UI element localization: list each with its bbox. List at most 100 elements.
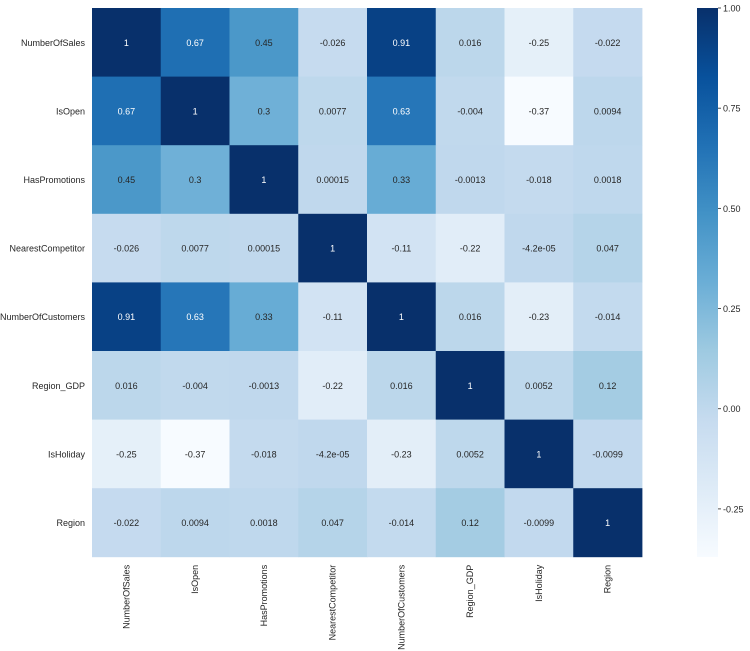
colorbar-tick-label: 0.50 (723, 204, 741, 214)
heatmap-cell (229, 351, 299, 420)
cell-value-label: 0.33 (393, 175, 411, 185)
cell-value-label: -0.22 (460, 244, 481, 254)
colorbar-tick-label: 0.25 (723, 304, 741, 314)
heatmap-cells: 1 0.67 0.45 -0.026 0.91 0.016 -0.25 -0.022 0.67 1… (92, 8, 643, 558)
cell-value-label: -0.014 (389, 518, 415, 528)
row-label: IsOpen (56, 106, 85, 116)
heatmap-cell (367, 76, 437, 146)
heatmap-cell (160, 145, 230, 215)
heatmap-cell (573, 488, 643, 558)
heatmap-cell (435, 488, 505, 558)
heatmap-cell (298, 351, 368, 420)
heatmap-cell (160, 351, 230, 420)
colorbar-tick-label: -0.25 (723, 504, 744, 514)
heatmap-cell (367, 213, 437, 283)
row-label: NearestCompetitor (9, 244, 85, 254)
heatmap-cell (229, 419, 299, 489)
column-label: NearestCompetitor (328, 565, 338, 641)
heatmap-cell (160, 282, 230, 352)
heatmap-cell (435, 8, 505, 77)
cell-value-label: -0.25 (116, 449, 137, 459)
heatmap-cell (92, 76, 162, 146)
heatmap-cell (160, 419, 230, 489)
colorbar: 1.00 0.75 0.50 0.25 0.00 -0.25 (697, 4, 744, 557)
colorbar-tick-label: 1.00 (723, 4, 741, 14)
cell-value-label: -0.0013 (249, 381, 280, 391)
cell-value-label: 1 (193, 106, 198, 116)
heatmap-cell (573, 351, 643, 420)
column-label: IsHoliday (534, 564, 544, 602)
heatmap-cell (573, 145, 643, 215)
column-labels: NumberOfSales IsOpen HasPromotions NearestC… (121, 564, 612, 650)
heatmap-cell (92, 419, 162, 489)
heatmap-cell (160, 76, 230, 146)
heatmap-cell (298, 145, 368, 215)
heatmap-cell (573, 76, 643, 146)
cell-value-label: 0.00015 (316, 175, 349, 185)
cell-value-label: -0.11 (323, 312, 343, 322)
cell-value-label: 0.0052 (456, 449, 484, 459)
heatmap-cell (298, 213, 368, 283)
cell-value-label: 0.45 (255, 38, 273, 48)
column-label: NumberOfCustomers (396, 564, 406, 650)
heatmap-cell (435, 213, 505, 283)
heatmap-cell (92, 213, 162, 283)
heatmap-cell (435, 145, 505, 215)
heatmap-cell (298, 488, 368, 558)
heatmap-cell (504, 488, 574, 558)
cell-value-label: -4.2e-05 (316, 449, 350, 459)
cell-value-label: -0.0013 (455, 175, 486, 185)
cell-value-label: 0.016 (115, 381, 138, 391)
cell-value-label: -0.026 (320, 38, 346, 48)
cell-value-label: 0.0018 (250, 518, 278, 528)
heatmap-cell (504, 213, 574, 283)
cell-value-label: 0.91 (118, 312, 136, 322)
row-label: IsHoliday (48, 449, 86, 459)
cell-value-label: 0.00015 (248, 244, 281, 254)
cell-value-label: 0.047 (321, 518, 344, 528)
heatmap-cell (160, 213, 230, 283)
column-label: NumberOfSales (121, 564, 131, 629)
cell-value-label: 0.016 (459, 38, 482, 48)
colorbar-gradient (697, 8, 718, 557)
heatmap-cell (92, 488, 162, 558)
heatmap-cell (573, 282, 643, 352)
heatmap-cell (298, 282, 368, 352)
heatmap-cell (504, 8, 574, 77)
row-label: NumberOfCustomers (0, 312, 85, 322)
cell-value-label: -0.022 (595, 38, 621, 48)
cell-value-label: 0.3 (189, 175, 202, 185)
heatmap-cell (298, 419, 368, 489)
colorbar-tick-label: 0.00 (723, 404, 741, 414)
heatmap-cell (92, 8, 162, 77)
heatmap-cell (367, 488, 437, 558)
cell-value-label: -0.004 (457, 106, 483, 116)
heatmap-cell (573, 213, 643, 283)
cell-value-label: -4.2e-05 (522, 244, 556, 254)
cell-value-label: -0.22 (322, 381, 343, 391)
cell-value-label: 0.67 (118, 106, 136, 116)
heatmap-cell (229, 76, 299, 146)
heatmap-cell (229, 8, 299, 77)
cell-value-label: 0.016 (390, 381, 413, 391)
cell-value-label: 1 (536, 449, 541, 459)
heatmap-cell (504, 282, 574, 352)
cell-value-label: 0.45 (118, 175, 136, 185)
cell-value-label: -0.018 (251, 449, 277, 459)
cell-value-label: 0.12 (599, 381, 617, 391)
cell-value-label: 0.33 (255, 312, 273, 322)
row-label: Region (56, 518, 85, 528)
heatmap-cell (504, 76, 574, 146)
heatmap-cell (435, 419, 505, 489)
heatmap-cell (435, 76, 505, 146)
heatmap-cell (504, 419, 574, 489)
cell-value-label: -0.23 (391, 449, 412, 459)
column-label: Region_GDP (465, 565, 475, 618)
cell-value-label: -0.026 (114, 244, 140, 254)
heatmap-cell (367, 8, 437, 77)
cell-value-label: 1 (124, 38, 129, 48)
cell-value-label: -0.004 (182, 381, 208, 391)
cell-value-label: 0.12 (461, 518, 479, 528)
column-label: IsOpen (190, 565, 200, 594)
cell-value-label: 0.0052 (525, 381, 553, 391)
